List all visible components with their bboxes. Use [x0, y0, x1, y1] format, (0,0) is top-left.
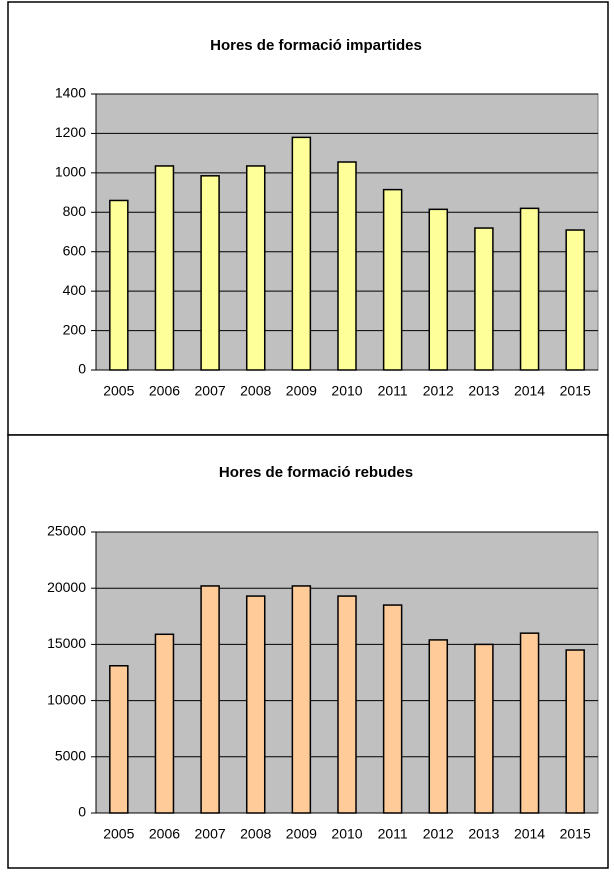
x-tick-label: 2014 [514, 383, 545, 399]
chart-title: Hores de formació rebudes [219, 464, 413, 481]
bar [200, 175, 220, 371]
bar [337, 161, 357, 371]
x-tick-label: 2014 [514, 826, 545, 842]
x-tick-label: 2007 [195, 826, 226, 842]
x-tick-label: 2009 [286, 383, 317, 399]
y-tick-label: 20000 [47, 579, 86, 595]
bar [291, 585, 312, 814]
x-tick-label: 2011 [378, 383, 408, 399]
bar [382, 604, 403, 814]
y-tick-label: 800 [63, 203, 87, 219]
chart-title: Hores de formació impartides [210, 37, 422, 54]
x-tick-label: 2006 [149, 826, 180, 842]
x-tick-label: 2012 [423, 826, 454, 842]
bar [565, 649, 585, 814]
bar [382, 188, 403, 371]
y-tick-label: 10000 [47, 691, 86, 707]
bar [519, 632, 540, 814]
y-tick-label: 25000 [47, 523, 86, 539]
y-tick-label: 200 [63, 321, 87, 337]
y-tick-label: 0 [78, 361, 86, 377]
y-tick-label: 1400 [55, 85, 86, 101]
y-tick-label: 0 [78, 804, 86, 820]
bar [245, 595, 266, 814]
bar [109, 199, 129, 371]
y-tick-label: 1200 [55, 124, 86, 140]
x-tick-label: 2010 [331, 383, 362, 399]
bar [565, 229, 585, 371]
bar [109, 665, 129, 814]
x-tick-label: 2012 [423, 383, 454, 399]
x-tick-label: 2005 [103, 826, 134, 842]
bar [337, 595, 357, 814]
x-tick-label: 2011 [378, 826, 408, 842]
x-tick-label: 2005 [103, 383, 134, 399]
bar [291, 136, 312, 371]
bar [154, 165, 175, 371]
y-tick-label: 15000 [47, 635, 86, 651]
x-tick-label: 2009 [286, 826, 317, 842]
x-tick-label: 2015 [560, 826, 591, 842]
y-tick-label: 1000 [55, 164, 86, 180]
x-tick-label: 2010 [331, 826, 362, 842]
x-tick-label: 2015 [560, 383, 591, 399]
bar [200, 585, 220, 814]
x-tick-label: 2013 [468, 383, 499, 399]
y-tick-label: 600 [63, 242, 87, 258]
x-tick-label: 2008 [240, 383, 271, 399]
bar [519, 207, 540, 371]
x-tick-label: 2008 [240, 826, 271, 842]
x-tick-label: 2006 [149, 383, 180, 399]
x-tick-label: 2007 [195, 383, 226, 399]
bar [474, 643, 494, 814]
x-tick-label: 2013 [468, 826, 499, 842]
bar [245, 165, 266, 371]
y-tick-label: 5000 [55, 748, 86, 764]
bar [474, 227, 494, 371]
bar [154, 633, 175, 814]
y-tick-label: 400 [63, 282, 87, 298]
bar [428, 208, 449, 371]
bar [428, 639, 449, 814]
